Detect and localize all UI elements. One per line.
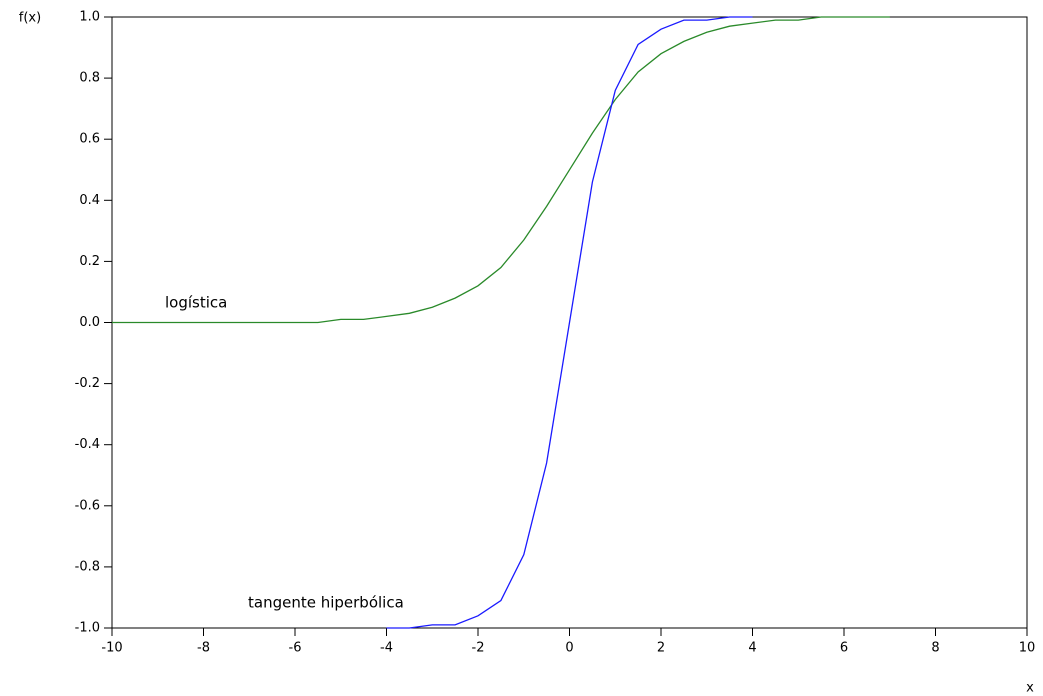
y-tick-label: 1.0 [79,10,100,25]
y-tick-label: -0.8 [75,559,100,574]
x-tick-label: 10 [1019,641,1036,656]
y-axis-label: f(x) [19,11,41,26]
x-tick-label: 4 [748,641,756,656]
x-tick-label: -2 [472,641,485,656]
x-tick-label: -8 [197,641,210,656]
y-tick-label: 0.4 [79,193,100,208]
y-tick-label: 0.8 [79,71,100,86]
x-tick-label: 0 [565,641,573,656]
y-tick-label: 0.2 [79,254,100,269]
y-tick-label: 0.6 [79,132,100,147]
series-line [386,16,753,629]
y-tick-label: 0.0 [79,315,100,330]
y-tick-label: -0.2 [75,376,100,391]
series-line [112,16,890,324]
x-tick-label: -10 [101,641,122,656]
series-label: tangente hiperbólica [248,594,404,612]
y-tick-label: -1.0 [75,621,100,636]
y-tick-label: -0.6 [75,498,100,513]
x-tick-label: -6 [289,641,302,656]
series-label: logística [165,294,227,312]
x-tick-label: 8 [931,641,939,656]
x-tick-label: 6 [840,641,848,656]
x-tick-label: 2 [657,641,665,656]
x-axis-label: x [1026,681,1034,696]
y-tick-label: -0.4 [75,437,100,452]
x-tick-label: -4 [380,641,393,656]
